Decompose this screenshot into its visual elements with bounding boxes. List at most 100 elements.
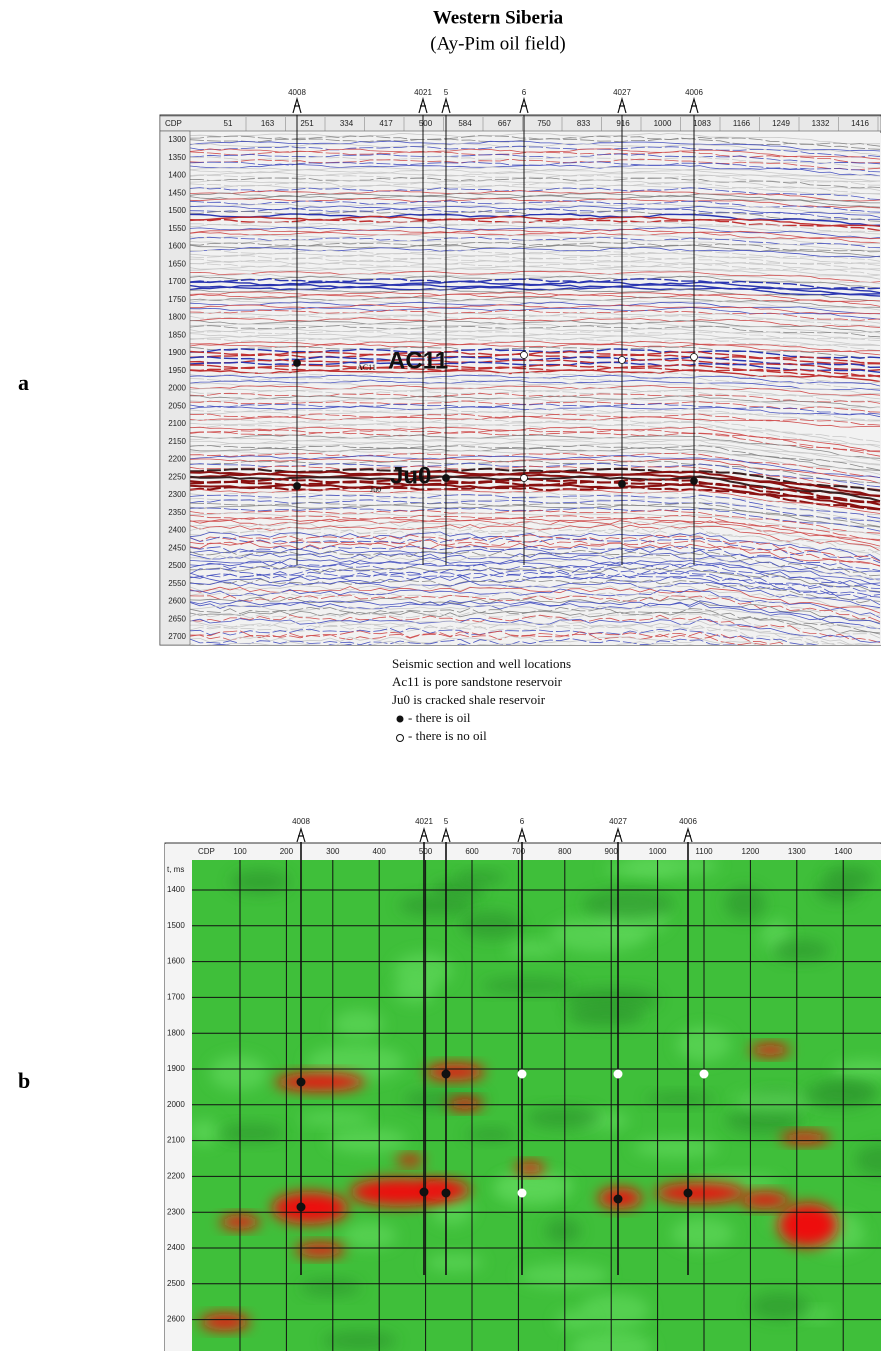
well-label: 5	[444, 817, 449, 826]
cdp-label: 417	[379, 119, 393, 128]
red-anomaly	[200, 1314, 250, 1330]
time-label: 2000	[167, 1100, 185, 1109]
oil-point	[443, 475, 450, 482]
well-label: 6	[522, 88, 527, 97]
green-variation	[299, 1111, 373, 1125]
green-variation	[825, 866, 875, 889]
cdp-label: 600	[465, 847, 479, 856]
time-label: 2200	[168, 455, 186, 464]
time-label: 2450	[168, 543, 186, 552]
cdp-label: 334	[340, 119, 354, 128]
cdp-label: 300	[326, 847, 340, 856]
cdp-label: 1200	[742, 847, 760, 856]
well-icon	[442, 829, 450, 842]
time-label: 2050	[168, 401, 186, 410]
red-anomaly	[447, 1098, 483, 1110]
well-label: 6	[520, 817, 525, 826]
well-label: 4021	[415, 817, 433, 826]
green-variation	[323, 1331, 398, 1351]
oil-point	[442, 1189, 450, 1197]
time-label: 1400	[168, 171, 186, 180]
time-label: 1550	[168, 224, 186, 233]
green-variation	[671, 1218, 734, 1250]
green-variation	[605, 861, 679, 877]
red-anomaly	[740, 1192, 790, 1208]
cdp-label: 900	[605, 847, 619, 856]
cdp-label: 1300	[788, 847, 806, 856]
caption-line: Seismic section and well locations	[392, 656, 571, 671]
time-label: 1900	[168, 348, 186, 357]
green-variation	[568, 1003, 644, 1027]
time-label: 1450	[168, 188, 186, 197]
horizon-label: AC11	[388, 347, 448, 374]
time-label: 2650	[168, 614, 186, 623]
green-variation	[461, 911, 523, 939]
dry-point	[518, 1070, 526, 1078]
time-label: 2400	[168, 526, 186, 535]
green-variation	[398, 894, 474, 916]
well-icon	[442, 99, 450, 113]
time-label: 2000	[168, 384, 186, 393]
cdp-label: 251	[300, 119, 314, 128]
red-anomaly	[425, 1064, 485, 1080]
cdp-label: 163	[261, 119, 275, 128]
cdp-label: 916	[616, 119, 630, 128]
caption-line: - there is oil	[408, 710, 471, 725]
time-label: 2550	[168, 579, 186, 588]
red-anomaly	[750, 1044, 790, 1056]
oil-point	[684, 1189, 692, 1197]
time-label: 1700	[168, 277, 186, 286]
dry-point	[521, 475, 528, 482]
green-variation	[556, 1311, 593, 1330]
red-anomaly	[778, 1203, 838, 1247]
green-variation	[583, 889, 674, 919]
green-variation	[394, 977, 436, 1004]
time-label: 1400	[167, 885, 185, 894]
oil-point	[294, 483, 301, 490]
time-label: 2100	[168, 419, 186, 428]
green-variation	[545, 1218, 580, 1244]
horizon-label: Ju0	[390, 462, 431, 489]
red-anomaly	[515, 1162, 545, 1174]
oil-point	[691, 478, 698, 485]
panel-label: a	[18, 370, 29, 395]
subtitle: (Ay-Pim oil field)	[430, 33, 565, 54]
green-variation	[343, 1223, 398, 1249]
time-label: 2700	[168, 632, 186, 641]
dry-point	[619, 357, 626, 364]
oil-point	[294, 360, 301, 367]
cdp-label: 51	[224, 119, 233, 128]
green-variation	[210, 1055, 267, 1091]
green-variation	[220, 1124, 285, 1143]
time-label: 2500	[168, 561, 186, 570]
green-variation	[481, 978, 576, 994]
no-oil-symbol	[397, 735, 404, 742]
cdp-label: 1332	[812, 119, 830, 128]
time-label: 1600	[168, 242, 186, 251]
green-variation	[301, 1279, 361, 1296]
cdp-label: 833	[577, 119, 591, 128]
time-label: 1350	[168, 153, 186, 162]
red-anomaly	[780, 1132, 830, 1144]
green-variation	[773, 939, 830, 961]
red-anomaly	[295, 1243, 345, 1257]
green-variation	[506, 941, 559, 957]
cdp-label: 584	[458, 119, 472, 128]
dry-point	[691, 354, 698, 361]
well-label: 4006	[679, 817, 697, 826]
well-icon	[518, 829, 526, 842]
time-label: 1900	[167, 1064, 185, 1073]
green-variation	[549, 917, 647, 952]
time-label: 1950	[168, 366, 186, 375]
cdp-label: 500	[419, 847, 433, 856]
oil-point	[420, 1188, 428, 1196]
cdp-label: 1083	[693, 119, 711, 128]
red-anomaly	[272, 1192, 348, 1224]
oil-point	[297, 1078, 305, 1086]
well-label: 4008	[288, 88, 306, 97]
title: Western Siberia	[433, 7, 564, 28]
time-label: 2300	[167, 1207, 185, 1216]
dry-point	[521, 352, 528, 359]
well-icon	[520, 99, 528, 113]
caption-line: Ju0 is cracked shale reservoir	[392, 692, 546, 707]
